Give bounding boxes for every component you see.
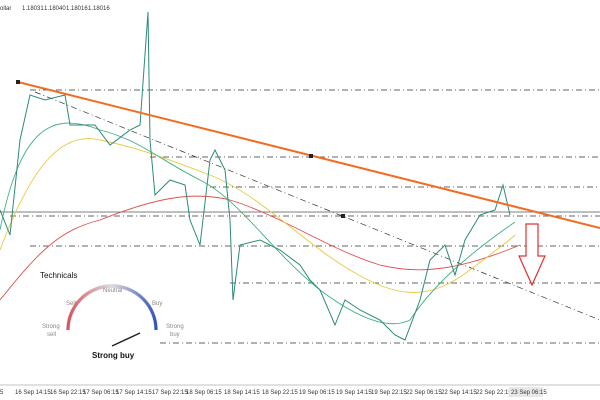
ohlc-value: 1.18016 bbox=[88, 6, 110, 12]
ohlc-value: 1.18031 bbox=[22, 6, 44, 12]
gauge-label: Sell bbox=[66, 301, 76, 307]
x-tick-label: 18 Sep 14:15 bbox=[224, 390, 260, 396]
x-tick-label: 18 Sep 06:15 bbox=[186, 390, 222, 396]
trendline bbox=[16, 80, 600, 229]
x-tick-label: 17 Sep 14:15 bbox=[116, 390, 152, 396]
x-tick-label: 19 Sep 14:15 bbox=[336, 390, 372, 396]
x-tick-label: 17 Sep 22:15 bbox=[152, 390, 188, 396]
gauge-label: Buy bbox=[152, 301, 162, 307]
symbol: ollar bbox=[0, 6, 11, 12]
widget-title: Technicals bbox=[40, 271, 77, 280]
summary: Strong buy bbox=[92, 351, 135, 360]
x-tick-label: 19 Sep 06:15 bbox=[299, 390, 335, 396]
down-arrow bbox=[518, 223, 546, 287]
x-tick-label: 22 Sep 06:15 bbox=[406, 390, 442, 396]
x-tick-label: 5 bbox=[0, 390, 4, 396]
ohlc-value: 1.18040 bbox=[44, 6, 66, 12]
levels bbox=[0, 89, 600, 344]
current-time-box bbox=[509, 387, 543, 397]
x-tick-label: 23 Sep 06:15 bbox=[511, 390, 547, 396]
ohlc-value: 1.18016 bbox=[66, 6, 88, 12]
gauge-label: Strong bbox=[166, 324, 184, 330]
gauge-label: buy bbox=[170, 332, 180, 338]
x-tick-label: 16 Sep 14:15 bbox=[15, 390, 51, 396]
x-tick-label: 18 Sep 22:15 bbox=[262, 390, 298, 396]
x-tick-label: 16 Sep 22:15 bbox=[50, 390, 86, 396]
price-line bbox=[0, 11, 511, 341]
x-tick-label: 22 Sep 14:15 bbox=[441, 390, 477, 396]
x-tick-label: 19 Sep 22:15 bbox=[371, 390, 407, 396]
gauge-label: Neutral bbox=[103, 288, 122, 294]
x-tick-label: 17 Sep 06:15 bbox=[83, 390, 119, 396]
gauge-label: sell bbox=[47, 332, 56, 338]
moving-averages bbox=[0, 122, 521, 325]
x-tick-label: 22 Sep 22:15 bbox=[476, 390, 512, 396]
gauge-label: Strong bbox=[42, 324, 60, 330]
header: ollar 1.18031 1.18040 1.18016 1.18016 bbox=[0, 6, 110, 12]
technicals-widget: Technicals Sell Neutral Buy Strong sell … bbox=[40, 271, 184, 360]
